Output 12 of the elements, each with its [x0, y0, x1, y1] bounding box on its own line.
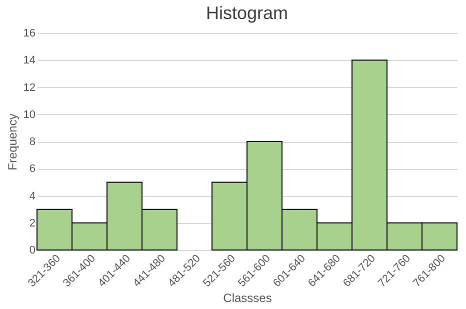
y-tick-label: 10: [23, 108, 36, 121]
y-tick-label: 2: [29, 217, 36, 230]
y-axis-title: Frequency: [5, 114, 20, 170]
y-tick-label: 8: [29, 136, 36, 148]
y-tick-label: 14: [23, 54, 36, 67]
y-tick-label: 6: [29, 163, 36, 176]
y-tick-label: 16: [23, 28, 36, 40]
x-axis-title: Classses: [223, 290, 272, 305]
y-tick-label: 0: [29, 244, 36, 256]
y-tick-label: 4: [29, 190, 36, 202]
y-tick-label: 12: [23, 82, 36, 94]
chart-title: Histogram: [206, 3, 288, 23]
